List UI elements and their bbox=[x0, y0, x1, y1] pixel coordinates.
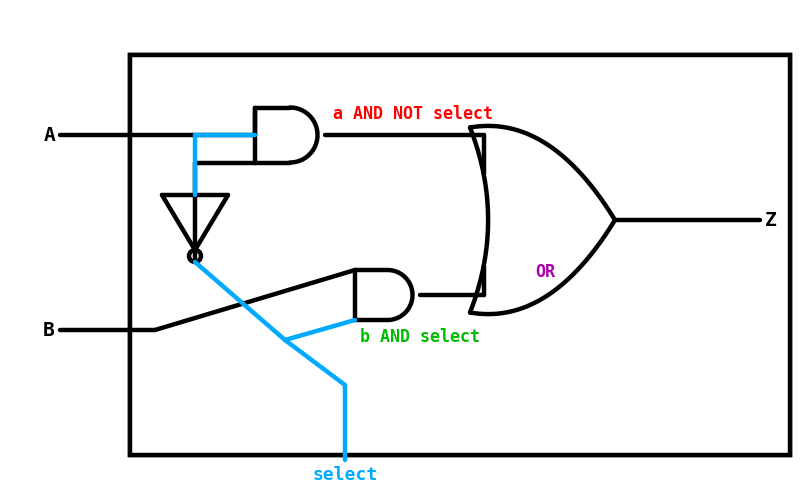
Text: a AND NOT select: a AND NOT select bbox=[333, 105, 493, 123]
Text: OR: OR bbox=[536, 263, 555, 281]
Text: select: select bbox=[312, 466, 378, 484]
Text: A: A bbox=[43, 126, 55, 145]
Text: Z: Z bbox=[765, 211, 777, 230]
Text: B: B bbox=[43, 320, 55, 339]
Bar bbox=[130, 55, 790, 455]
Text: b AND select: b AND select bbox=[360, 328, 480, 346]
